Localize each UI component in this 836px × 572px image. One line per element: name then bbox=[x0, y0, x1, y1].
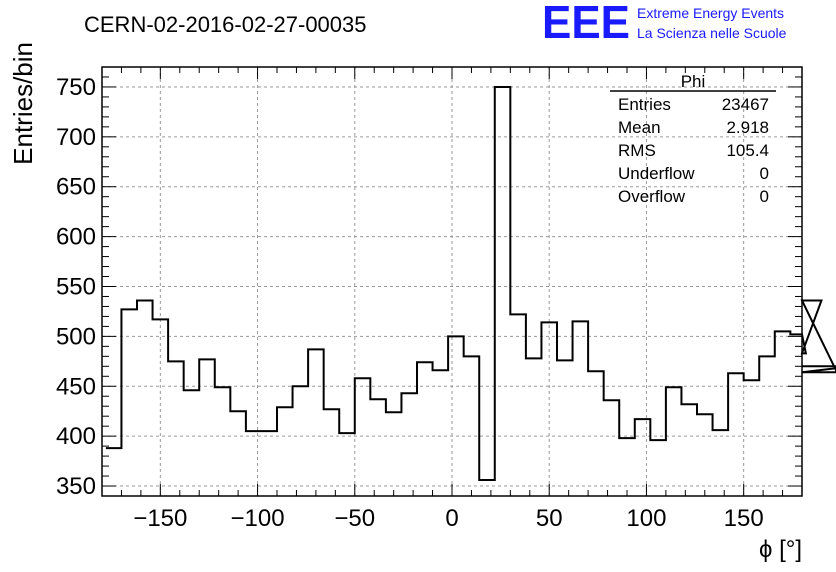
histogram-bin bbox=[650, 440, 666, 496]
histogram-bin bbox=[370, 399, 386, 496]
histogram-bin bbox=[355, 378, 371, 496]
y-tick-label: 600 bbox=[56, 224, 96, 251]
stats-value-mean: 2.918 bbox=[726, 118, 769, 137]
x-axis-label: ϕ [°] bbox=[759, 536, 802, 563]
histogram-bin bbox=[261, 431, 277, 496]
y-tick-label: 450 bbox=[56, 373, 96, 400]
histogram-bin bbox=[697, 414, 713, 496]
axes bbox=[101, 66, 803, 497]
histogram-bin bbox=[479, 480, 495, 496]
stats-box: Phi Entries 23467 Mean 2.918 RMS 105.4 U… bbox=[610, 72, 776, 206]
stats-value-entries: 23467 bbox=[722, 95, 769, 114]
histogram-bin bbox=[308, 349, 324, 496]
logo-subtitle-1: Extreme Energy Events bbox=[637, 5, 784, 21]
histogram-bin bbox=[759, 356, 775, 496]
logo-subtitle-2: La Scienza nelle Scuole bbox=[637, 25, 787, 41]
histogram-bin bbox=[106, 448, 122, 496]
histogram-bin bbox=[744, 380, 760, 496]
histogram-bin bbox=[495, 87, 511, 496]
histogram-bin bbox=[573, 321, 589, 496]
stats-title: Phi bbox=[681, 72, 706, 91]
chart-title: CERN-02-2016-02-27-00035 bbox=[84, 12, 367, 37]
x-tick-label: −150 bbox=[133, 505, 187, 532]
histogram-bin bbox=[199, 359, 215, 496]
x-tick-label: 50 bbox=[536, 505, 563, 532]
stats-label-overflow: Overflow bbox=[618, 187, 686, 206]
histogram-bin bbox=[775, 331, 791, 496]
histogram-bin bbox=[433, 370, 449, 496]
grid-lines bbox=[102, 67, 802, 496]
histogram-bin bbox=[619, 438, 635, 496]
histogram-bin bbox=[215, 387, 231, 496]
stats-value-overflow: 0 bbox=[760, 187, 769, 206]
histogram-bin bbox=[728, 373, 744, 496]
eee-logo: EEE bbox=[542, 0, 630, 48]
histogram-bin bbox=[510, 314, 526, 496]
y-tick-label: 650 bbox=[56, 174, 96, 201]
histogram-bin bbox=[168, 361, 184, 496]
x-tick-label: −100 bbox=[231, 505, 285, 532]
histogram-bin bbox=[137, 300, 153, 496]
histogram-bin bbox=[401, 393, 417, 496]
histogram-bin bbox=[790, 334, 802, 496]
stats-label-underflow: Underflow bbox=[618, 164, 695, 183]
y-tick-label: 750 bbox=[56, 74, 96, 101]
histogram-bin bbox=[635, 419, 651, 496]
stats-value-rms: 105.4 bbox=[726, 141, 769, 160]
y-tick-label: 500 bbox=[56, 323, 96, 350]
y-tick-label: 700 bbox=[56, 124, 96, 151]
histogram-bin bbox=[121, 309, 137, 496]
histogram-bin bbox=[681, 404, 697, 496]
y-axis-label: Entries/bin bbox=[8, 42, 38, 165]
histogram-bin bbox=[277, 407, 293, 496]
x-tick-label: 150 bbox=[724, 505, 764, 532]
histogram-bin bbox=[293, 386, 309, 496]
histogram-bin bbox=[448, 336, 464, 496]
stats-label-entries: Entries bbox=[618, 95, 671, 114]
histogram-step-line bbox=[105, 85, 836, 482]
histogram-series bbox=[105, 85, 836, 496]
histogram-bin bbox=[666, 387, 682, 496]
histogram-bin bbox=[184, 390, 200, 496]
histogram-bin bbox=[588, 371, 604, 496]
x-tick-label: 0 bbox=[445, 505, 458, 532]
histogram-bin bbox=[324, 409, 340, 496]
histogram-bin bbox=[230, 411, 246, 496]
histogram-bin bbox=[417, 362, 433, 496]
x-tick-label: −50 bbox=[334, 505, 375, 532]
tick-labels: −150 −100 −50 0 50 100 150 350 400 450 500 550 600 65… bbox=[56, 74, 764, 532]
histogram-bin bbox=[464, 356, 480, 496]
y-tick-label: 350 bbox=[56, 473, 96, 500]
y-tick-label: 550 bbox=[56, 273, 96, 300]
plot-frame bbox=[101, 66, 803, 497]
stats-label-mean: Mean bbox=[618, 118, 661, 137]
histogram-bin bbox=[339, 433, 355, 496]
x-tick-label: 100 bbox=[626, 505, 666, 532]
stats-label-rms: RMS bbox=[618, 141, 656, 160]
histogram-bin bbox=[386, 412, 402, 496]
stats-value-underflow: 0 bbox=[760, 164, 769, 183]
histogram-bin bbox=[526, 358, 542, 496]
histogram-bin bbox=[604, 400, 620, 496]
histogram-bin bbox=[557, 360, 573, 496]
y-tick-label: 400 bbox=[56, 423, 96, 450]
